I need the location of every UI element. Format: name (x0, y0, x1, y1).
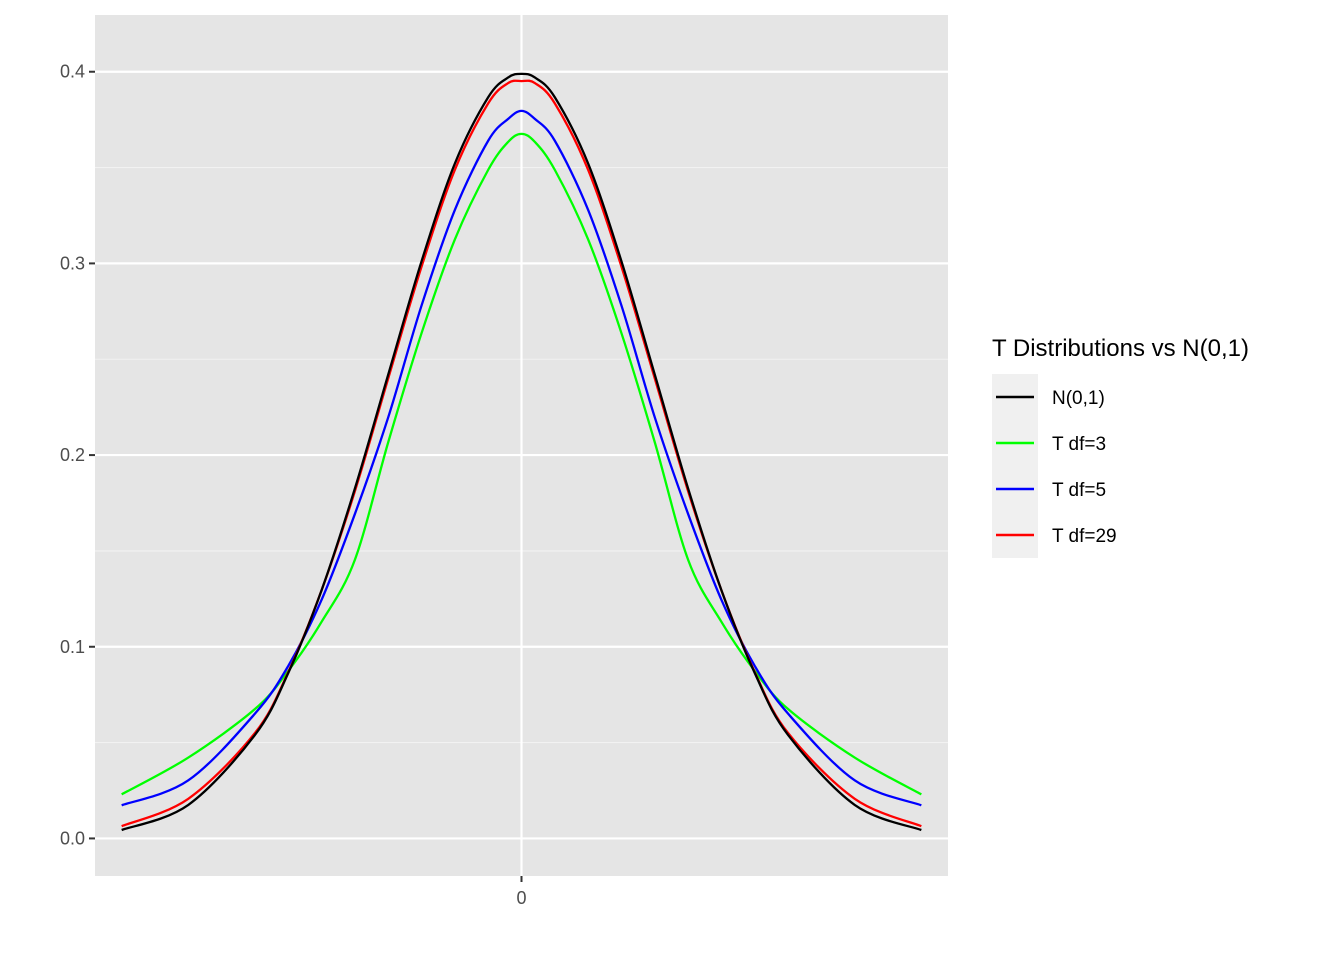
y-tick-label: 0.2 (60, 445, 85, 465)
y-axis: 0.0 0.1 0.2 0.3 0.4 (60, 62, 95, 848)
legend-items: N(0,1) T df=3 T df=5 T df=29 (996, 388, 1117, 547)
y-tick-label: 0.0 (60, 828, 85, 848)
legend-label-t-df-5: T df=5 (1052, 480, 1106, 501)
legend-label-t-df-29: T df=29 (1052, 526, 1117, 547)
y-tick-label: 0.4 (60, 62, 85, 82)
x-tick-label: 0 (516, 888, 526, 908)
legend: T Distributions vs N(0,1) N(0,1) T df=3 T … (992, 335, 1249, 558)
y-tick-label: 0.1 (60, 637, 85, 657)
series-lines (121, 72, 922, 832)
legend-label-t-df-3: T df=3 (1052, 434, 1106, 455)
series-line-n-0-1 (121, 72, 922, 832)
x-axis: 0 (516, 876, 527, 908)
series-line-t-df-5 (121, 109, 922, 807)
series-line-t-df-3 (121, 132, 922, 796)
legend-key-background (992, 374, 1038, 558)
grid-major (95, 15, 948, 876)
legend-label-n-0-1: N(0,1) (1052, 388, 1105, 409)
y-tick-label: 0.3 (60, 253, 85, 273)
legend-title: T Distributions vs N(0,1) (992, 335, 1249, 362)
